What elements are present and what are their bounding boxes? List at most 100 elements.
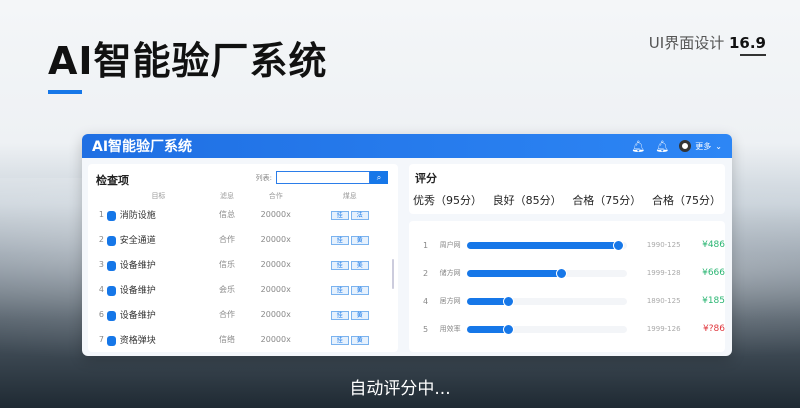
shield-icon bbox=[106, 235, 116, 246]
bell-icon[interactable]: 🔔︎ bbox=[631, 139, 646, 153]
item-label: 设备维护 bbox=[119, 286, 156, 296]
item-name: 设备维护 bbox=[106, 302, 210, 327]
score-levels: 优秀（95分） 良好（85分） 合格（75分） 合格（75分） bbox=[409, 192, 725, 208]
shield-icon bbox=[106, 335, 116, 346]
progress-panel: 1 周户网 1990-125 ¥486 2 储方网 1999-128 ¥666 4 … bbox=[409, 221, 725, 352]
action-button[interactable]: 黄 bbox=[350, 335, 369, 345]
search-button[interactable]: ⌕ bbox=[370, 171, 388, 184]
title-underline bbox=[48, 90, 82, 94]
progress-fill bbox=[467, 323, 515, 335]
row-number: 4 bbox=[98, 285, 104, 294]
row-date: 1990-125 bbox=[646, 241, 681, 249]
cell: 信总 bbox=[219, 210, 236, 219]
table-row[interactable]: 3 设备维护 信乐 20000x 挂美 bbox=[96, 252, 392, 277]
progress-row: 4 居方网 1890-125 ¥185 bbox=[409, 287, 725, 315]
action-button[interactable]: 美 bbox=[350, 260, 369, 270]
score-level: 合格（75分） bbox=[572, 194, 642, 207]
item-name: 设备维护 bbox=[106, 252, 210, 277]
app-window: AI智能验厂系统 🔔︎ 🔔︎ 更多 ⌄ 检查项 列表: ⌕ 目标 滤息 合作 煤息 1… bbox=[82, 134, 732, 356]
progress-knob[interactable] bbox=[613, 239, 625, 251]
avatar[interactable] bbox=[679, 140, 692, 152]
table-row[interactable]: 7 资格弹块 信络 20000x 挂黄 bbox=[96, 327, 392, 352]
item-label: 消防设施 bbox=[119, 211, 156, 221]
action-button[interactable]: 挂 bbox=[330, 210, 349, 220]
tag-underline bbox=[740, 54, 766, 56]
cell: 20000x bbox=[260, 310, 291, 319]
cell: 合作 bbox=[219, 310, 236, 319]
cell: 信乐 bbox=[219, 260, 236, 269]
row-number: 7 bbox=[98, 335, 104, 344]
search-input[interactable] bbox=[276, 171, 370, 184]
action-button[interactable]: 法 bbox=[350, 210, 369, 220]
progress-fill bbox=[467, 267, 568, 279]
cell: 合作 bbox=[219, 235, 236, 244]
progress-knob[interactable] bbox=[503, 323, 515, 335]
progress-track bbox=[467, 239, 627, 251]
actions: 挂黄 bbox=[308, 327, 392, 352]
page-title: AI智能验厂系统 bbox=[48, 39, 328, 83]
column-header: 煤息 bbox=[342, 192, 357, 200]
row-label: 储方网 bbox=[439, 269, 461, 277]
table-row[interactable]: 4 设备维护 会乐 20000x 挂黄 bbox=[96, 277, 392, 302]
chevron-down-icon[interactable]: ⌄ bbox=[715, 141, 722, 151]
item-label: 设备维护 bbox=[119, 261, 156, 271]
row-number: 5 bbox=[423, 324, 429, 334]
action-button[interactable]: 挂 bbox=[330, 310, 349, 320]
panel-title: 检查项 bbox=[96, 174, 129, 187]
row-number: 2 bbox=[423, 268, 429, 278]
bell-icon[interactable]: 🔔︎ bbox=[655, 139, 670, 153]
row-label: 居方网 bbox=[439, 297, 461, 305]
tag-version: 16.9 bbox=[728, 34, 766, 52]
item-name: 安全通道 bbox=[106, 227, 210, 252]
cell: 20000x bbox=[260, 260, 291, 269]
column-header: 合作 bbox=[268, 192, 283, 200]
actions: 挂美 bbox=[308, 252, 392, 277]
search-bar: 列表: ⌕ bbox=[256, 171, 388, 184]
row-value: ¥486 bbox=[702, 240, 726, 250]
progress-track bbox=[467, 267, 627, 279]
item-label: 资格弹块 bbox=[119, 336, 156, 346]
table-row[interactable]: 2 安全通道 合作 20000x 挂黄 bbox=[96, 227, 392, 252]
score-level: 合格（75分） bbox=[651, 194, 721, 207]
progress-track bbox=[467, 323, 627, 335]
progress-row: 2 储方网 1999-128 ¥666 bbox=[409, 259, 725, 287]
progress-row: 1 周户网 1990-125 ¥486 bbox=[409, 231, 725, 259]
item-name: 消防设施 bbox=[106, 202, 210, 227]
item-name: 资格弹块 bbox=[106, 327, 210, 352]
progress-knob[interactable] bbox=[556, 267, 568, 279]
shield-icon bbox=[106, 260, 116, 271]
shield-icon bbox=[106, 285, 116, 296]
progress-fill bbox=[467, 295, 515, 307]
cell: 20000x bbox=[260, 285, 291, 294]
action-button[interactable]: 黄 bbox=[350, 235, 369, 245]
row-label: 周户网 bbox=[439, 241, 461, 249]
action-button[interactable]: 挂 bbox=[330, 235, 349, 245]
app-header: AI智能验厂系统 🔔︎ 🔔︎ 更多 ⌄ bbox=[82, 134, 732, 158]
action-button[interactable]: 挂 bbox=[330, 335, 349, 345]
table-row[interactable]: 6 设备维护 合作 20000x 挂黄 bbox=[96, 302, 392, 327]
scrollbar[interactable] bbox=[392, 259, 394, 289]
cell: 20000x bbox=[260, 235, 291, 244]
progress-row: 5 用效率 1999-126 ¥?86 bbox=[409, 315, 725, 343]
action-button[interactable]: 黄 bbox=[350, 285, 369, 295]
row-value: ¥185 bbox=[702, 296, 726, 306]
score-panel: 评分 优秀（95分） 良好（85分） 合格（75分） 合格（75分） bbox=[409, 164, 725, 214]
user-menu[interactable]: 更多 bbox=[695, 141, 712, 151]
progress-knob[interactable] bbox=[503, 295, 515, 307]
action-button[interactable]: 黄 bbox=[350, 310, 369, 320]
row-date: 1890-125 bbox=[646, 297, 681, 305]
cell: 信络 bbox=[219, 335, 236, 344]
row-date: 1999-126 bbox=[646, 325, 681, 333]
shield-icon bbox=[106, 210, 116, 221]
table-row[interactable]: 1 消防设施 信总 20000x 挂法 bbox=[96, 202, 392, 227]
action-button[interactable]: 挂 bbox=[330, 260, 349, 270]
row-number: 1 bbox=[423, 240, 429, 250]
row-number: 2 bbox=[98, 235, 104, 244]
score-level: 良好（85分） bbox=[492, 194, 562, 207]
column-header: 目标 bbox=[151, 192, 166, 200]
row-number: 4 bbox=[423, 296, 429, 306]
action-button[interactable]: 挂 bbox=[330, 285, 349, 295]
cell: 会乐 bbox=[219, 285, 236, 294]
